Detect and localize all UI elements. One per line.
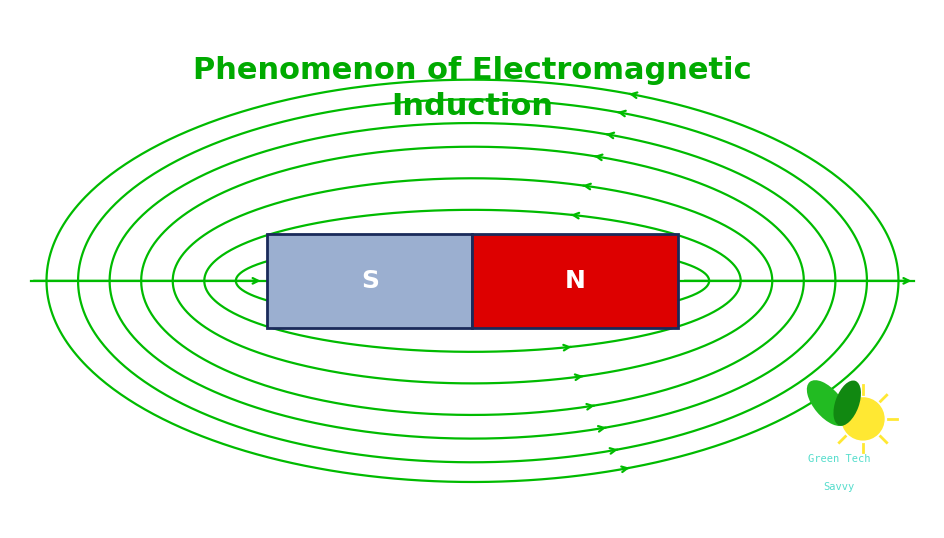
Text: Induction: Induction [391,91,553,121]
Bar [472,233,677,328]
Circle shape [840,397,884,441]
Ellipse shape [806,380,848,426]
Text: Green Tech: Green Tech [807,455,869,464]
Text: Savvy: Savvy [823,482,854,492]
Bar [267,233,472,328]
Text: S: S [361,269,379,293]
Text: N: N [564,269,585,293]
Text: Phenomenon of Electromagnetic: Phenomenon of Electromagnetic [193,56,751,85]
Ellipse shape [833,380,860,426]
